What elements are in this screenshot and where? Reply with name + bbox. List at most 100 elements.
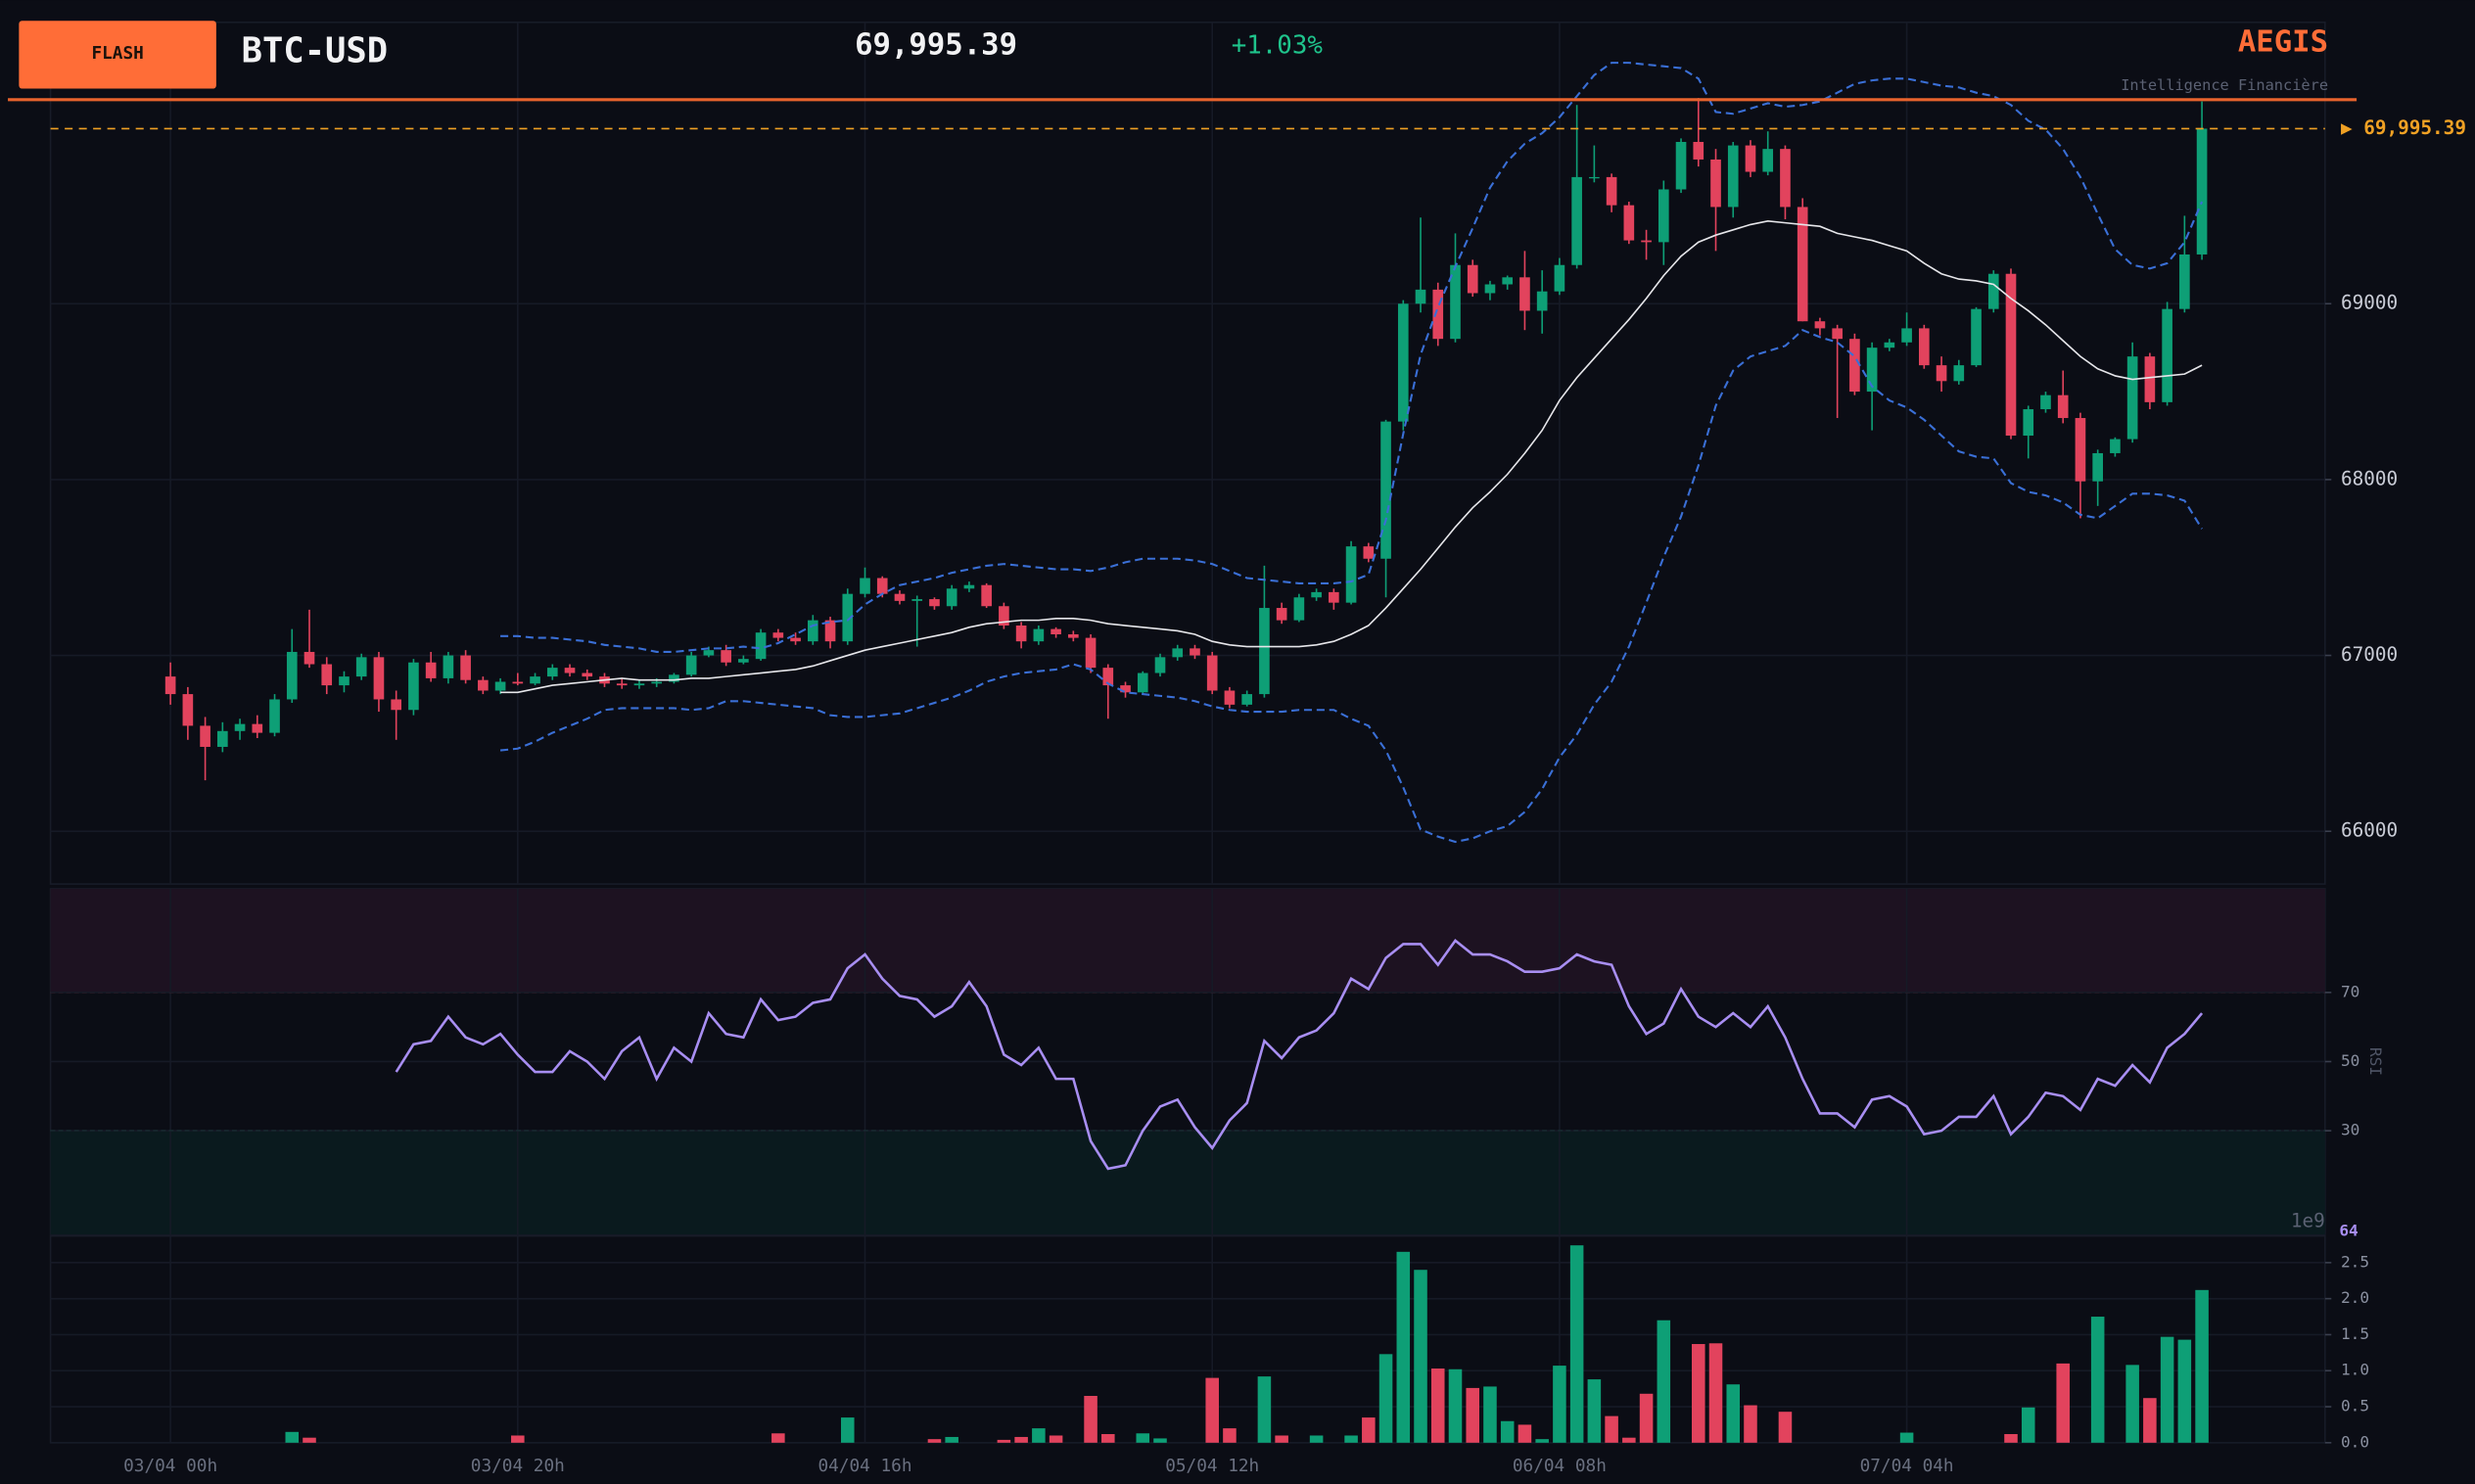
candle-body [1745,145,1756,172]
x-tick-label: 04/04 16h [818,1457,912,1476]
flash-label[interactable]: FLASH [91,44,143,64]
candle-body [355,657,367,677]
candle-body [1154,657,1166,673]
volume-bar [1500,1420,1515,1443]
candle-body [443,655,454,678]
volume-bar [285,1431,300,1443]
candle-body [790,637,801,642]
y-tick-label: 67000 [2341,643,2398,666]
candle-body [1241,694,1252,705]
candle-body [963,584,975,589]
volume-bar [1084,1396,1097,1443]
volume-bar [1101,1434,1115,1443]
volume-bar [841,1417,855,1443]
candle-body [1936,365,1947,382]
candle-body [304,651,315,665]
candle-body [2005,273,2017,436]
candle-body [1571,176,1582,265]
volume-bar [1032,1428,1046,1443]
candle-body [1363,546,1375,559]
volume-bar [1622,1437,1636,1443]
volume-bar [2090,1317,2105,1443]
y-tick-label: 50 [2341,1051,2359,1070]
x-tick-label: 07/04 04h [1860,1457,1954,1476]
candle-body [2126,356,2138,440]
candle-body [703,650,715,656]
y-tick-label: 1.5 [2341,1324,2369,1343]
candle-body [582,672,593,677]
volume-bar [1344,1435,1358,1443]
candle-body [1329,591,1339,603]
candle-body [2196,128,2208,255]
x-tick-label: 06/04 08h [1513,1457,1607,1476]
zone [50,888,2325,993]
candle-body [1293,597,1305,621]
change: +1.03% [1232,31,1324,61]
volume-bar [1378,1354,1393,1443]
candle-body [1276,608,1287,621]
y-tick-label: 69000 [2341,292,2398,314]
candle-body [269,699,280,733]
candle-body [1797,207,1808,322]
x-tick-label: 05/04 12h [1165,1457,1259,1476]
candle-body [807,620,818,642]
candle-body [217,730,228,747]
candle-body [721,650,731,663]
candle-body [1589,176,1600,179]
candle-body [894,593,906,601]
candle-body [876,578,888,594]
candle-body [1432,289,1444,340]
candle-body [1919,328,1930,366]
price: 69,995.39 [855,28,1017,63]
flash-button[interactable] [19,21,216,89]
candle-body [391,699,401,711]
candle-body [999,606,1009,626]
volume-bar [1569,1245,1584,1443]
tagline: Intelligence Financière [2121,76,2328,94]
volume-bar [1778,1412,1793,1443]
volume-bar [1396,1251,1411,1443]
volume-bar [997,1439,1011,1443]
candle-body [1206,655,1218,691]
brand: AEGIS [2238,24,2328,59]
candle-body [1051,628,1061,634]
panel-frame [49,22,2326,885]
candle-body [651,681,663,684]
candle-body [685,655,697,675]
candle-body [1259,608,1270,695]
offset-label: 1e9 [2291,1210,2325,1232]
candle-body [1727,145,1739,208]
candle-body [373,657,385,700]
volume-bar [1483,1386,1497,1443]
volume-bar [1692,1344,1705,1443]
candle-body [1658,189,1669,243]
volume-bar [1657,1320,1671,1443]
candle-body [1536,291,1548,311]
candle-body [2040,394,2051,410]
grid [50,22,2325,1444]
candle-body [425,662,437,678]
candle-body [842,593,854,642]
candle-body [1675,141,1687,190]
volume-bar [1899,1432,1914,1443]
volume-bar [1639,1393,1654,1443]
marks [50,62,2325,1443]
candle-body [1484,284,1496,294]
candle-body [1345,546,1357,603]
volume-bar [2056,1363,2070,1443]
candle-body [911,599,923,601]
volume-bar [1414,1270,1427,1443]
volume-bar [303,1437,316,1443]
x-tick-label: 03/04 20h [471,1457,565,1476]
candle-body [669,674,679,682]
y-tick-label: 0.5 [2341,1397,2369,1415]
volume-bar [2004,1434,2018,1443]
x-tick-label: 03/04 00h [123,1457,217,1476]
candle-body [946,588,957,607]
candle-body [633,683,645,686]
candle-body [1762,149,1774,172]
volume-bar [1430,1368,1445,1443]
candle-body [616,683,628,686]
header: FLASH BTC-USD 69,995.39 +1.03% AEGIS Int… [8,21,2358,102]
axis-label: RSI [2366,1047,2385,1076]
